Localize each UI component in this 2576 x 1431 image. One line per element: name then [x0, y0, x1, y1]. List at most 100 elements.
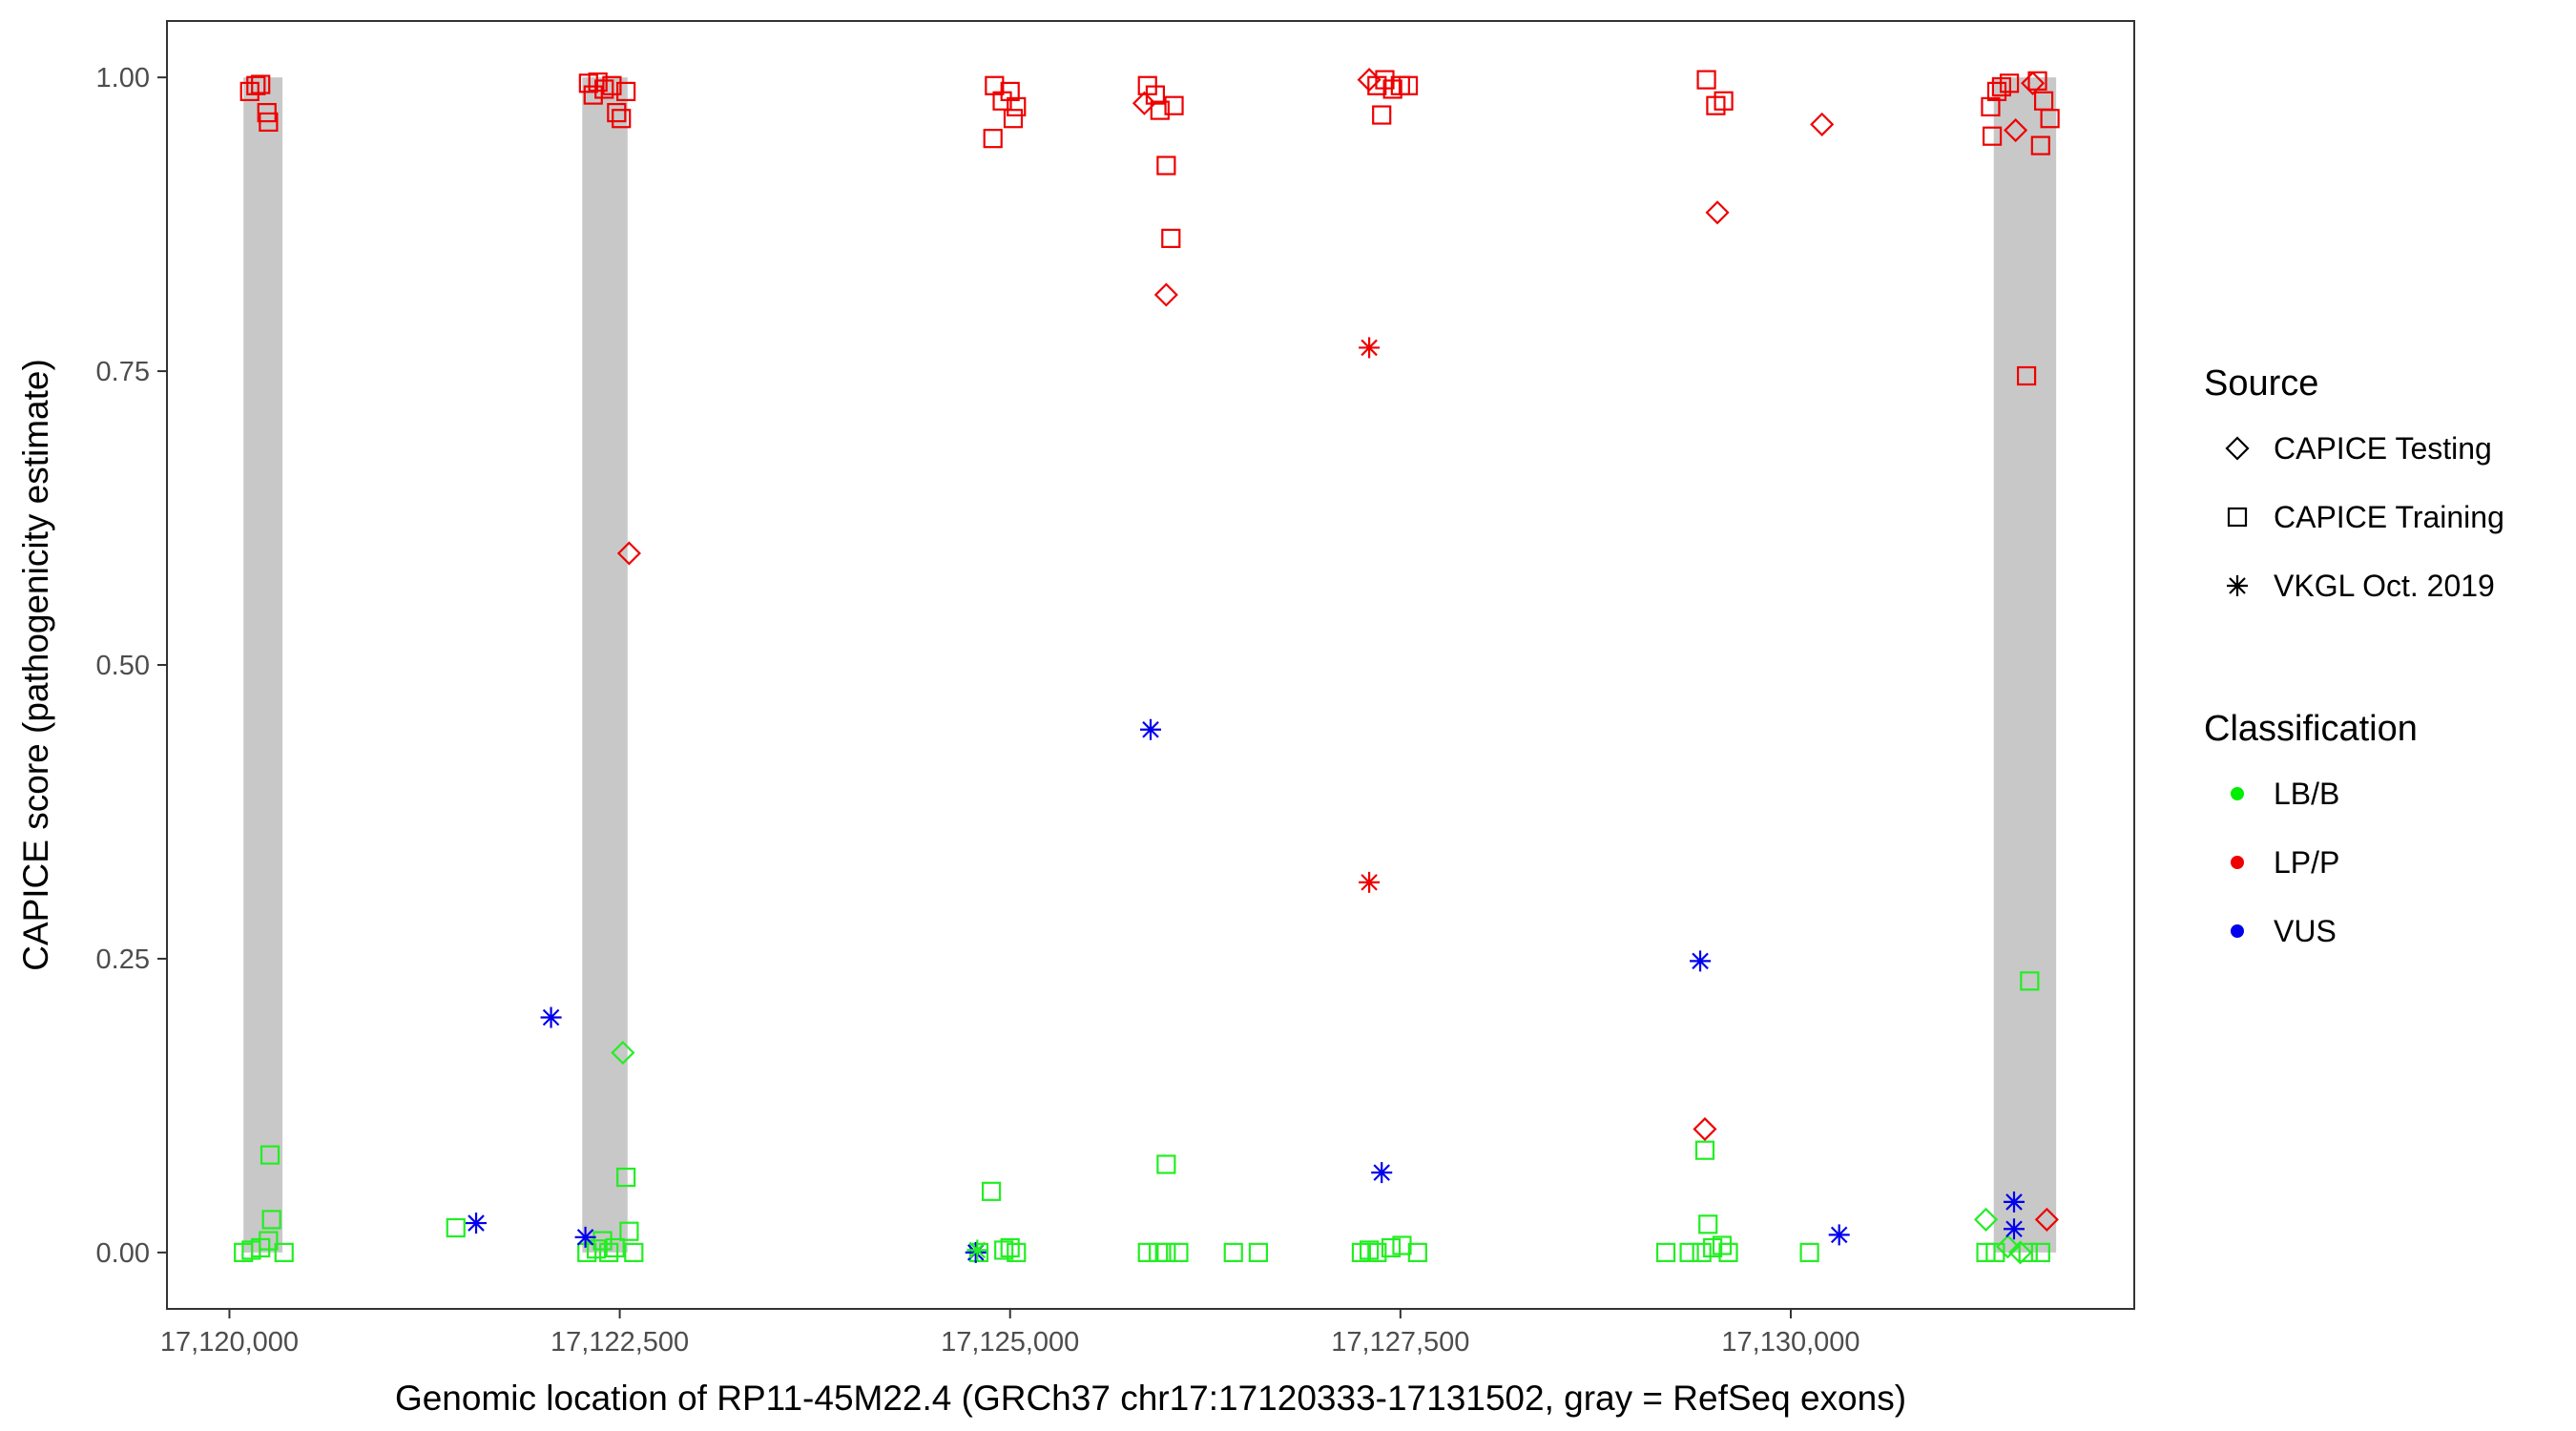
data-point — [1698, 1214, 1718, 1234]
data-point — [2030, 1242, 2050, 1262]
data-point — [1714, 91, 1734, 111]
x-tick-label: 17,130,000 — [1721, 1327, 1859, 1358]
data-point — [466, 1213, 488, 1234]
data-point — [1007, 96, 1027, 117]
data-point — [1690, 950, 1712, 972]
data-point — [1161, 228, 1181, 248]
data-point — [1392, 1235, 1412, 1255]
data-point — [251, 1237, 271, 1258]
data-point — [994, 1240, 1014, 1260]
data-point — [624, 1242, 644, 1262]
legend-diamond-key — [2225, 436, 2250, 461]
data-point — [2020, 971, 2040, 991]
y-tick-label: 1.00 — [96, 63, 150, 93]
legend-color-key — [2231, 924, 2244, 938]
legend-classification-label: VUS — [2274, 914, 2337, 948]
data-point — [1359, 871, 1381, 893]
legend: Source Classification CAPICE Testing CAPI… — [2204, 363, 2504, 948]
data-point — [616, 81, 636, 102]
data-point — [1692, 1242, 1712, 1262]
data-point — [1003, 109, 1024, 129]
data-point — [981, 1181, 1002, 1201]
data-point — [259, 112, 279, 133]
data-point — [1407, 1242, 1427, 1262]
data-point — [966, 1239, 988, 1261]
data-point — [1981, 96, 2001, 117]
data-point — [1985, 1242, 2005, 1262]
legend-source-label: CAPICE Training — [2274, 500, 2504, 534]
data-point — [1381, 1237, 1402, 1258]
data-point — [1153, 282, 1178, 307]
data-point — [1828, 1224, 1850, 1246]
data-point — [588, 72, 608, 93]
data-point — [261, 1210, 281, 1230]
y-tick-label: 0.50 — [96, 651, 150, 681]
data-point — [574, 1226, 596, 1248]
data-point — [2040, 109, 2060, 129]
data-point — [1367, 1242, 1387, 1262]
data-point — [1718, 1242, 1738, 1262]
data-point — [2027, 71, 2047, 91]
data-point — [1696, 70, 1716, 90]
data-point — [1359, 337, 1381, 359]
data-point — [616, 541, 641, 566]
data-point — [592, 1231, 613, 1251]
legend-source-label: CAPICE Testing — [2274, 431, 2492, 466]
data-point — [605, 1237, 625, 1258]
data-point — [1150, 100, 1170, 120]
legend-classification-label: LP/P — [2274, 845, 2339, 880]
x-tick-label: 17,125,000 — [941, 1327, 1079, 1358]
data-point — [239, 81, 260, 102]
legend-asterisk-key — [2227, 575, 2248, 596]
legend-source-title: Source — [2204, 363, 2318, 404]
data-point — [602, 75, 622, 95]
x-axis-label: Genomic location of RP11-45M22.4 (GRCh37… — [395, 1379, 1906, 1418]
data-point — [1693, 1116, 1717, 1142]
data-point — [611, 1040, 635, 1066]
data-point — [1810, 112, 1835, 136]
legend-color-key — [2231, 856, 2244, 869]
exon-band — [1993, 77, 2057, 1253]
data-points — [234, 68, 2060, 1265]
data-point — [1799, 1242, 1819, 1262]
data-point — [599, 1242, 619, 1262]
y-tick-label: 0.00 — [96, 1238, 150, 1269]
exon-band — [582, 77, 628, 1253]
data-point — [1999, 73, 2020, 93]
data-point — [1705, 200, 1730, 225]
x-tick-label: 17,122,500 — [551, 1327, 689, 1358]
axes: 0.00 0.25 0.50 0.75 1.00 17,120,000 17,122,500… — [96, 63, 1860, 1358]
data-point — [1371, 1162, 1393, 1184]
data-point — [446, 1217, 466, 1238]
data-point — [2034, 1207, 2059, 1232]
data-point — [540, 1006, 562, 1028]
exon-bands — [243, 77, 2057, 1253]
data-point — [1223, 1242, 1243, 1262]
y-axis-label: CAPICE score (pathogenicity estimate) — [16, 359, 55, 971]
data-point — [983, 129, 1003, 149]
y-tick-label: 0.25 — [96, 944, 150, 975]
y-tick-label: 0.75 — [96, 357, 150, 387]
data-point — [1655, 1242, 1676, 1262]
data-point — [2004, 117, 2028, 143]
legend-color-key — [2231, 787, 2244, 800]
data-point — [2021, 71, 2046, 95]
legend-source-label: VKGL Oct. 2019 — [2274, 569, 2495, 603]
data-point — [2018, 1242, 2038, 1262]
data-point — [619, 1221, 639, 1241]
data-point — [2003, 1191, 2025, 1213]
data-point — [583, 85, 603, 105]
data-point — [2030, 135, 2050, 156]
data-point — [612, 109, 632, 129]
data-point — [246, 75, 266, 95]
exon-band — [243, 77, 283, 1253]
data-point — [1000, 1237, 1020, 1258]
data-point — [1164, 95, 1184, 115]
x-tick-label: 17,127,500 — [1331, 1327, 1469, 1358]
data-point — [260, 1145, 280, 1165]
data-point — [1000, 81, 1020, 102]
data-point — [2003, 1218, 2025, 1240]
data-point — [616, 1167, 636, 1188]
data-point — [1372, 105, 1392, 125]
